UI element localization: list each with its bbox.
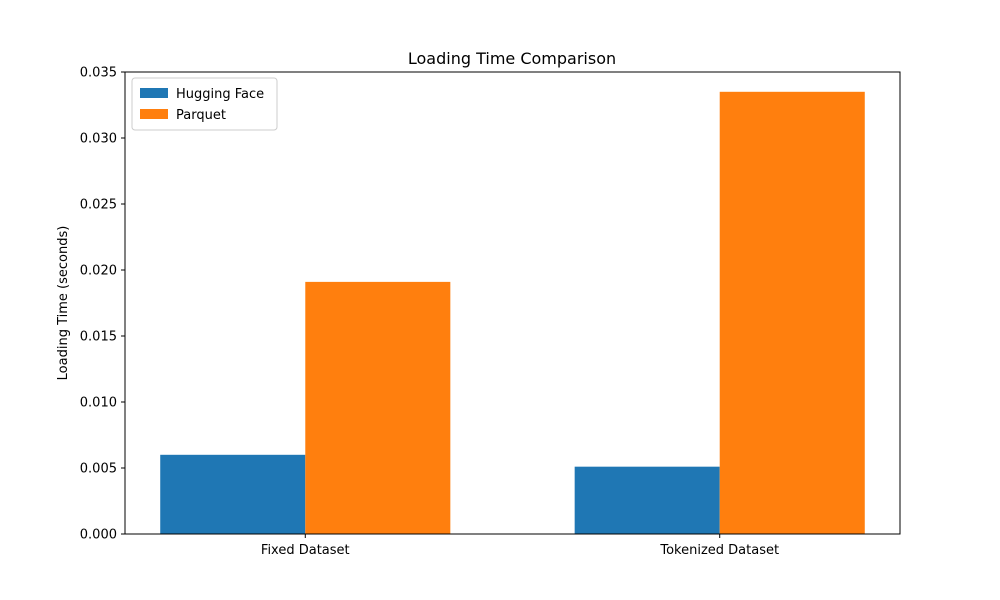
legend: Hugging Face Parquet (131, 77, 278, 131)
y-tick-label: 0.025 (80, 198, 117, 213)
bar-hugging-face-1 (574, 466, 720, 534)
legend-box (131, 77, 278, 131)
bar-hugging-face-0 (160, 454, 306, 534)
bar-parquet-1 (719, 91, 865, 535)
y-tick-label: 0.010 (80, 396, 117, 411)
axes-layer: 0.000 0.005 0.010 0.015 0.020 0.025 0.030 0.035… (80, 66, 901, 558)
y-tick-label: 0.020 (80, 264, 117, 279)
plot-frame (124, 71, 901, 535)
legend-label: Parquet (176, 108, 226, 123)
y-tick-label: 0.005 (80, 462, 117, 477)
y-axis-label: Loading Time (seconds) (56, 226, 71, 381)
x-tick-label: Tokenized Dataset (659, 543, 779, 558)
bar-parquet-0 (305, 281, 451, 534)
y-tick-label: 0.030 (80, 132, 117, 147)
legend-label: Hugging Face (176, 87, 264, 102)
y-tick-label: 0.015 (80, 330, 117, 345)
x-tick-label: Fixed Dataset (261, 543, 350, 558)
y-tick-label: 0.000 (80, 528, 117, 543)
legend-swatch (140, 88, 168, 98)
legend-swatch (140, 109, 168, 119)
bars-layer (160, 91, 865, 535)
y-tick-label: 0.035 (80, 66, 117, 81)
chart-title: Loading Time Comparison (408, 49, 616, 68)
